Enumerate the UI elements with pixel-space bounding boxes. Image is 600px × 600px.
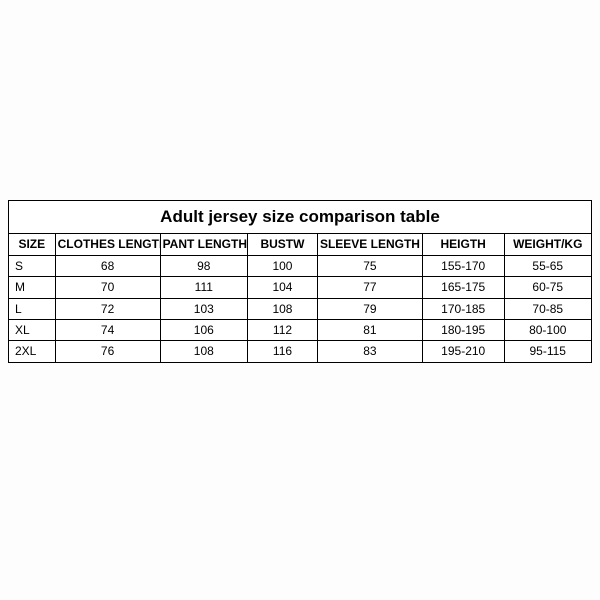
cell-weight: 95-115 — [504, 341, 592, 362]
size-table-container: Adult jersey size comparison table SIZE … — [8, 200, 592, 363]
header-size: SIZE — [9, 234, 56, 255]
header-bustw: BUSTW — [248, 234, 318, 255]
cell-pant: 111 — [160, 277, 247, 298]
cell-size: M — [9, 277, 56, 298]
cell-size: S — [9, 255, 56, 276]
cell-pant: 103 — [160, 298, 247, 319]
cell-pant: 108 — [160, 341, 247, 362]
cell-height: 170-185 — [422, 298, 504, 319]
header-clothes: CLOTHES LENGTH — [55, 234, 160, 255]
cell-clothes: 74 — [55, 319, 160, 340]
cell-bustw: 104 — [248, 277, 318, 298]
size-comparison-table: Adult jersey size comparison table SIZE … — [8, 200, 592, 363]
table-row: L 72 103 108 79 170-185 70-85 — [9, 298, 592, 319]
cell-size: XL — [9, 319, 56, 340]
cell-height: 165-175 — [422, 277, 504, 298]
page: Adult jersey size comparison table SIZE … — [0, 0, 600, 600]
title-row: Adult jersey size comparison table — [9, 201, 592, 234]
cell-bustw: 100 — [248, 255, 318, 276]
cell-weight: 70-85 — [504, 298, 592, 319]
cell-sleeve: 79 — [317, 298, 422, 319]
cell-bustw: 108 — [248, 298, 318, 319]
header-height: HEIGTH — [422, 234, 504, 255]
header-row: SIZE CLOTHES LENGTH PANT LENGTH BUSTW SL… — [9, 234, 592, 255]
cell-sleeve: 75 — [317, 255, 422, 276]
cell-size: 2XL — [9, 341, 56, 362]
cell-clothes: 72 — [55, 298, 160, 319]
cell-sleeve: 81 — [317, 319, 422, 340]
header-sleeve: SLEEVE LENGTH — [317, 234, 422, 255]
table-row: XL 74 106 112 81 180-195 80-100 — [9, 319, 592, 340]
cell-sleeve: 83 — [317, 341, 422, 362]
cell-sleeve: 77 — [317, 277, 422, 298]
header-weight: WEIGHT/KG — [504, 234, 592, 255]
table-title: Adult jersey size comparison table — [9, 201, 592, 234]
cell-bustw: 116 — [248, 341, 318, 362]
cell-weight: 80-100 — [504, 319, 592, 340]
cell-height: 155-170 — [422, 255, 504, 276]
cell-clothes: 70 — [55, 277, 160, 298]
cell-clothes: 68 — [55, 255, 160, 276]
cell-weight: 55-65 — [504, 255, 592, 276]
table-row: 2XL 76 108 116 83 195-210 95-115 — [9, 341, 592, 362]
table-row: S 68 98 100 75 155-170 55-65 — [9, 255, 592, 276]
table-row: M 70 111 104 77 165-175 60-75 — [9, 277, 592, 298]
cell-clothes: 76 — [55, 341, 160, 362]
cell-height: 180-195 — [422, 319, 504, 340]
header-pant: PANT LENGTH — [160, 234, 247, 255]
cell-height: 195-210 — [422, 341, 504, 362]
cell-weight: 60-75 — [504, 277, 592, 298]
cell-size: L — [9, 298, 56, 319]
cell-bustw: 112 — [248, 319, 318, 340]
cell-pant: 106 — [160, 319, 247, 340]
cell-pant: 98 — [160, 255, 247, 276]
